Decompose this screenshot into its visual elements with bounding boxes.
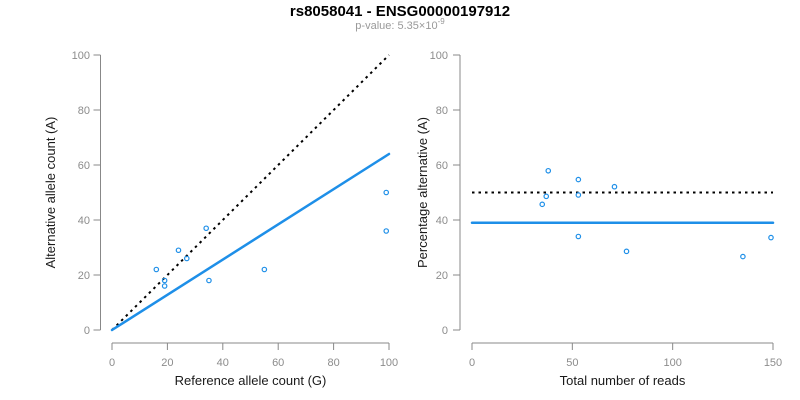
- y-tick-label: 80: [78, 105, 90, 117]
- y-tick-label: 60: [436, 160, 448, 172]
- data-point: [623, 248, 630, 255]
- data-point: [175, 247, 182, 254]
- x-tick-label: 150: [764, 357, 782, 369]
- figure-title: rs8058041 - ENSG00000197912: [290, 3, 510, 20]
- x-tick-label: 50: [566, 357, 578, 369]
- y-tick-label: 40: [436, 215, 448, 227]
- charts-group: 0 20 40 60 80 100 0 20 40 60 80 100 Reference allele…: [43, 50, 782, 388]
- data-point: [575, 176, 582, 183]
- data-point: [545, 167, 552, 174]
- pvalue-text: p-value: 5.35×10: [355, 20, 437, 32]
- data-point: [206, 277, 212, 284]
- x-axis-label: Reference allele count (G): [175, 373, 327, 388]
- y-tick-label: 40: [78, 215, 90, 227]
- data-point: [383, 228, 390, 234]
- percentage-vs-reads-scatter: 0 20 40 60 80 100 0 50 100 150 Total number of rea…: [415, 50, 782, 388]
- data-point: [543, 193, 550, 200]
- identity-line: [111, 54, 390, 331]
- data-point: [539, 201, 546, 208]
- y-tick-label: 20: [436, 270, 448, 282]
- x-axis-label: Total number of reads: [560, 373, 686, 388]
- data-point: [203, 225, 209, 232]
- y-tick-label: 0: [442, 325, 448, 337]
- data-point: [575, 233, 582, 240]
- x-tick-label: 0: [469, 357, 475, 369]
- x-tick-label: 40: [217, 357, 229, 369]
- data-point: [261, 266, 268, 273]
- data-point: [611, 183, 618, 190]
- data-point: [575, 192, 582, 198]
- data-point: [383, 189, 390, 196]
- y-tick-label: 80: [436, 105, 448, 117]
- y-tick-label: 60: [78, 160, 90, 172]
- x-tick-label: 100: [380, 357, 398, 369]
- x-tick-label: 20: [161, 357, 173, 369]
- data-point: [740, 253, 746, 260]
- data-point: [768, 234, 774, 241]
- data-point: [161, 283, 168, 289]
- figure-subtitle: p-value: 5.35×10-9: [355, 17, 445, 32]
- x-tick-label: 0: [109, 357, 115, 369]
- y-axis-label: Alternative allele count (A): [43, 117, 58, 269]
- x-tick-label: 100: [663, 357, 681, 369]
- y-tick-label: 100: [430, 50, 448, 62]
- data-point: [183, 255, 190, 262]
- y-tick-label: 20: [78, 270, 90, 282]
- fit-line: [110, 152, 391, 332]
- allele-counts-scatter: 0 20 40 60 80 100 0 20 40 60 80 100 Reference allele…: [43, 50, 398, 388]
- y-tick-label: 0: [84, 325, 90, 337]
- x-tick-label: 60: [272, 357, 284, 369]
- data-point: [153, 266, 160, 273]
- x-tick-label: 80: [327, 357, 339, 369]
- pvalue-exponent: -9: [438, 17, 446, 26]
- data-point: [161, 277, 168, 284]
- y-axis-label: Percentage alternative (A): [415, 117, 430, 268]
- y-tick-label: 100: [72, 50, 90, 62]
